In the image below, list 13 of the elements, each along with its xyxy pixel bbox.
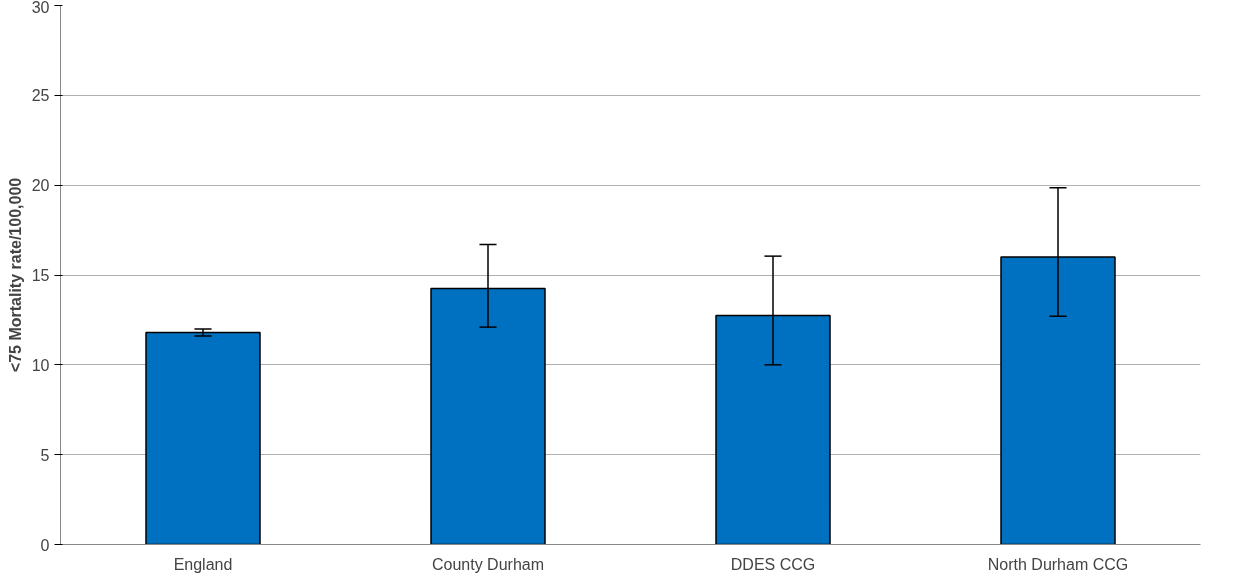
y-tick-label: 10: [31, 356, 50, 374]
bar: [145, 331, 261, 545]
y-tick-label: 5: [40, 446, 50, 464]
x-tick-label: North Durham CCG: [987, 555, 1129, 573]
y-tick-label: 20: [31, 177, 50, 195]
x-tick-label: County Durham: [431, 555, 545, 573]
x-tick-label: DDES CCG: [730, 555, 816, 573]
y-tick-label: 0: [40, 536, 50, 554]
y-tick-label: 30: [31, 0, 50, 16]
y-tick-label: 25: [31, 87, 50, 105]
x-tick-label: England: [173, 555, 233, 573]
y-tick-label: 15: [31, 267, 50, 284]
y-axis-title: <75 Mortality rate/100,000: [6, 177, 24, 373]
